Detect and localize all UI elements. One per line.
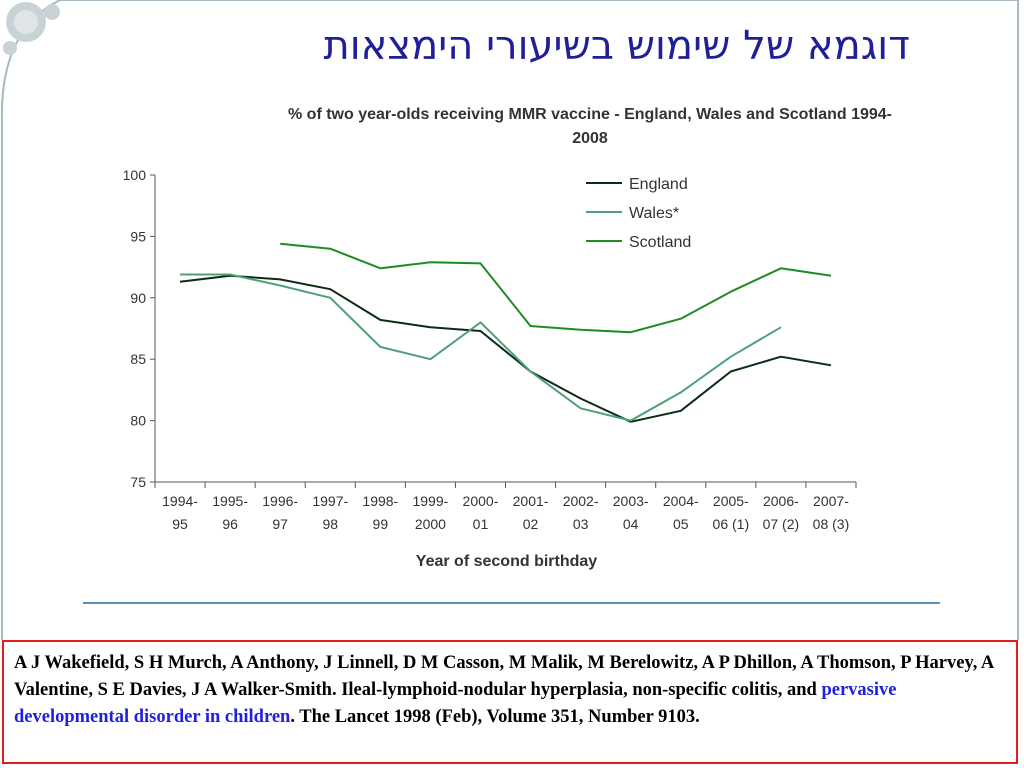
- x-tick-label: 1998-: [362, 493, 398, 509]
- x-tick-label: 1996-: [262, 493, 298, 509]
- x-tick-label: 1997-: [312, 493, 348, 509]
- y-tick-label: 90: [130, 290, 146, 306]
- x-tick-label: 98: [322, 516, 338, 532]
- legend-label: Scotland: [629, 234, 691, 251]
- y-tick-label: 100: [123, 167, 147, 183]
- x-tick-label: 2005-: [713, 493, 749, 509]
- x-tick-label: 06 (1): [713, 516, 750, 532]
- x-tick-label: 1995-: [212, 493, 248, 509]
- x-tick-label: 1999-: [412, 493, 448, 509]
- x-tick-label: 07 (2): [763, 516, 800, 532]
- x-tick-label: 02: [523, 516, 539, 532]
- x-tick-label: 2003-: [613, 493, 649, 509]
- x-tick-label: 2007-: [813, 493, 849, 509]
- slide-title: דוגמא של שימוש בשיעורי הימצאות: [323, 23, 910, 69]
- x-tick-label: 01: [473, 516, 489, 532]
- x-tick-label: 99: [373, 516, 389, 532]
- x-tick-label: 2000-: [463, 493, 499, 509]
- y-tick-label: 75: [130, 474, 146, 490]
- citation-text: A J Wakefield, S H Murch, A Anthony, J L…: [14, 653, 994, 700]
- series-line-england: [179, 274, 832, 423]
- citation-box: A J Wakefield, S H Murch, A Anthony, J L…: [2, 640, 1018, 764]
- legend-label: Wales*: [629, 205, 679, 222]
- x-tick-label: 08 (3): [813, 516, 850, 532]
- x-tick-label: 2001-: [513, 493, 549, 509]
- x-tick-label: 2004-: [663, 493, 699, 509]
- x-tick-label: 2006-: [763, 493, 799, 509]
- chart: % of two year-olds receiving MMR vaccine…: [100, 95, 900, 585]
- legend-label: England: [629, 176, 688, 193]
- x-tick-label: 95: [172, 516, 188, 532]
- x-axis-label: Year of second birthday: [416, 553, 597, 570]
- chart-title: % of two year-olds receiving MMR vaccine…: [288, 106, 892, 147]
- x-tick-label: 05: [673, 516, 689, 532]
- x-tick-label: 1994-: [162, 493, 198, 509]
- x-tick-label: 2002-: [563, 493, 599, 509]
- y-tick-label: 85: [130, 351, 146, 367]
- x-tick-label: 2000: [415, 516, 446, 532]
- x-tick-label: 97: [272, 516, 288, 532]
- chart-svg: 75 80 85 90 95 100 1994- 95 1995- 96 1996- 97 1997- 9…: [123, 167, 857, 570]
- series-line-scotland: [280, 242, 832, 334]
- citation-highlight: pervasive developmental disorder in chil…: [14, 680, 897, 727]
- series-line-wales: [180, 273, 782, 422]
- y-tick-label: 80: [130, 413, 146, 429]
- citation-text-end: . The Lancet 1998 (Feb), Volume 351, Num…: [290, 707, 700, 727]
- x-tick-label: 04: [623, 516, 639, 532]
- x-tick-label: 96: [222, 516, 238, 532]
- x-tick-label: 03: [573, 516, 589, 532]
- y-tick-label: 95: [130, 228, 146, 244]
- divider: [83, 602, 940, 604]
